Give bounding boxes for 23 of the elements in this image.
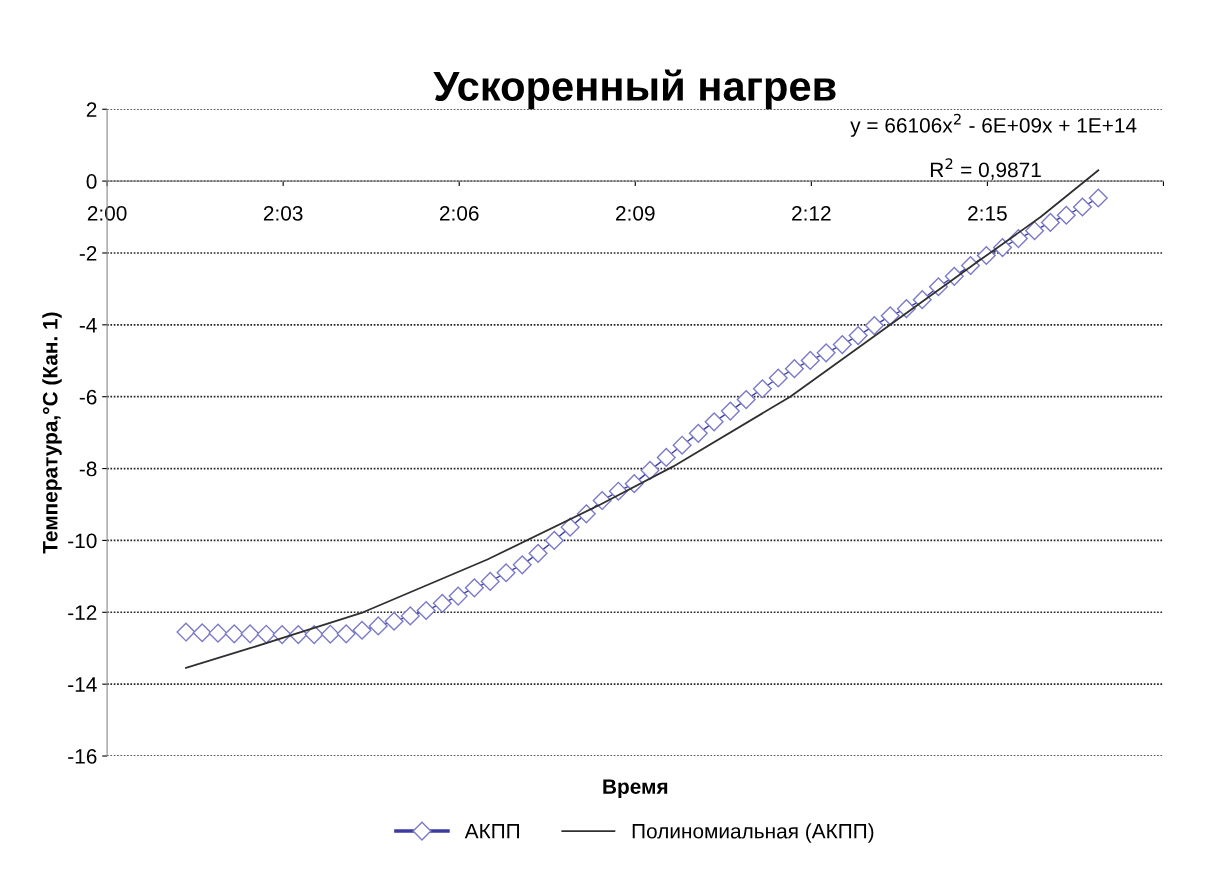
y-tick-label: -12 [68,605,97,620]
y-tick-label: -14 [68,677,97,692]
x-tick-label: 2:06 [439,205,479,221]
x-tick-label: 2:09 [616,205,655,221]
x-axis-title: Время [603,779,668,799]
y-tick-label: -6 [79,389,97,405]
y-tick-label: -8 [79,461,97,477]
chart-title: Ускоренный нагрев [433,69,836,110]
annotation: y = 66106x$^{2}$ - 6E+09x + 1E+14 [850,113,1137,137]
y-tick-label: 2 [86,102,97,117]
x-tick-label: 2:12 [792,205,831,221]
x-tick-label: 2:00 [87,205,127,221]
y-axis-title: Температура,°С (Кан. 1) [42,312,62,554]
y-tick-label: -2 [79,245,97,261]
legend-label: Полиномиальная (АКПП) [632,823,874,843]
x-tick-label: 2:03 [263,205,303,221]
y-tick-label: 0 [86,174,97,189]
x-tick-label: 2:15 [968,205,1007,221]
y-tick-label: -16 [68,749,97,764]
y-tick-label: -10 [68,533,97,549]
legend-label: АКПП [464,824,520,839]
y-tick-label: -4 [79,318,97,333]
annotation: R$^{2}$ = 0,9871 [930,158,1041,180]
